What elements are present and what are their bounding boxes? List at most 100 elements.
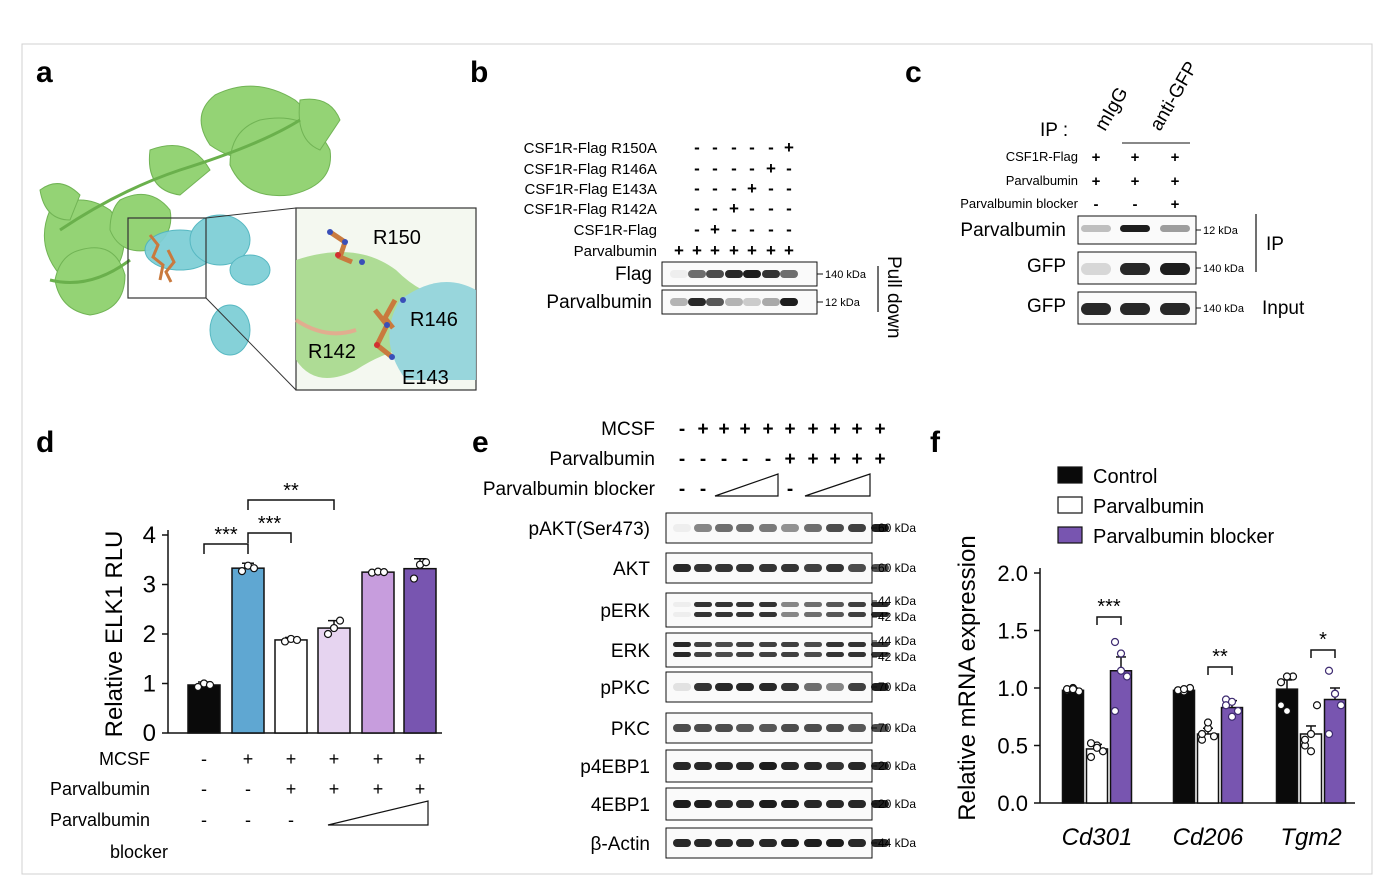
b-blot-label: Flag xyxy=(615,264,652,285)
residue-r142-label: R142 xyxy=(308,341,356,363)
e-blot-band xyxy=(715,724,733,732)
panel-b: CSF1R-Flag R150A - - - - - +CSF1R-Flag R146A - -… xyxy=(524,138,904,338)
f-data-point xyxy=(1306,729,1316,739)
e-blot-band xyxy=(781,683,799,691)
e-blot-band xyxy=(871,839,889,847)
b-kda-label: 12 kDa xyxy=(825,297,861,309)
e-blot-band xyxy=(759,839,777,847)
e-blot-band xyxy=(848,683,866,691)
e-blocker-wedge-1 xyxy=(714,473,779,497)
e-blocker-wedge-2 xyxy=(804,473,871,497)
d-y-tick-label: 2 xyxy=(143,621,156,648)
f-data-point xyxy=(1227,712,1237,721)
e-blot-band xyxy=(673,762,691,770)
e-kda-label: 44 kDa xyxy=(878,634,916,648)
e-blot-band xyxy=(848,724,866,732)
residue-e143-label: E143 xyxy=(402,367,449,389)
e-sign: + xyxy=(718,419,729,440)
e-blot-band xyxy=(694,839,712,847)
e-blot-band xyxy=(759,683,777,691)
f-data-point xyxy=(1092,743,1102,752)
d-bar xyxy=(317,627,351,734)
e-sign: - xyxy=(700,449,706,470)
d-bar xyxy=(187,684,221,734)
f-data-point xyxy=(1312,701,1322,710)
e-blot-band xyxy=(736,602,754,607)
e-blot-band xyxy=(673,524,691,532)
b-blot-band xyxy=(762,298,780,306)
e-blot-frame xyxy=(665,592,873,628)
e-blot-band xyxy=(694,724,712,732)
b-blot-band xyxy=(780,270,798,278)
e-blot-band xyxy=(781,642,799,647)
e-blot-band xyxy=(871,564,889,572)
f-data-point xyxy=(1110,637,1120,647)
e-blot-band xyxy=(715,762,733,770)
e-blot-band xyxy=(694,642,712,647)
b-sign: - xyxy=(749,138,755,157)
e-sign: + xyxy=(784,449,795,470)
b-sign: - xyxy=(712,199,718,218)
d-data-point xyxy=(379,568,389,577)
e-sign: + xyxy=(874,419,885,440)
e-blot-band xyxy=(826,642,844,647)
d-condition-label-extra: blocker xyxy=(110,842,168,862)
f-y-tick-label: 0.0 xyxy=(997,791,1028,816)
f-significance-label: ** xyxy=(1212,646,1228,668)
e-blot-band xyxy=(804,762,822,770)
f-data-point xyxy=(1282,672,1292,681)
d-condition-sign: - xyxy=(201,779,207,799)
c-sign: - xyxy=(1094,196,1099,213)
b-sign: - xyxy=(731,159,737,178)
b-condition-label: Parvalbumin xyxy=(574,243,657,260)
e-blot-band xyxy=(871,524,889,532)
f-data-point xyxy=(1122,672,1132,681)
e-sign: - xyxy=(742,449,748,470)
e-blot-label: pERK xyxy=(600,601,650,622)
e-blot-band xyxy=(804,612,822,617)
e-blot-band xyxy=(759,652,777,657)
f-data-point xyxy=(1209,732,1219,741)
b-sign: - xyxy=(712,159,718,178)
b-sign: - xyxy=(749,159,755,178)
e-blot-band xyxy=(759,612,777,617)
b-condition-label: CSF1R-Flag xyxy=(574,222,657,239)
b-blot-band xyxy=(762,270,780,278)
e-sign: + xyxy=(829,449,840,470)
b-sign: - xyxy=(731,220,737,239)
c-sign: + xyxy=(1171,149,1180,166)
c-ip-label: IP : xyxy=(1040,120,1068,141)
e-blot-band xyxy=(871,762,889,770)
f-bar xyxy=(1172,689,1196,804)
e-blot-band xyxy=(736,642,754,647)
e-blot-band xyxy=(673,839,691,847)
d-significance-bracket xyxy=(247,532,292,543)
f-significance-label: *** xyxy=(1097,596,1121,618)
e-kda-label: 60 kDa xyxy=(878,521,916,535)
d-condition-sign: + xyxy=(329,749,340,769)
d-y-tick-label: 4 xyxy=(143,522,156,549)
panel-f-letter: f xyxy=(930,426,941,459)
e-sign: - xyxy=(679,479,685,500)
b-blot-band xyxy=(688,270,706,278)
e-blot-band xyxy=(759,724,777,732)
e-condition-label: Parvalbumin blocker xyxy=(483,479,656,500)
b-sign: - xyxy=(694,179,700,198)
e-kda-label: 60 kDa xyxy=(878,561,916,575)
d-condition-sign: + xyxy=(286,749,297,769)
e-blot-band xyxy=(804,724,822,732)
d-significance-bracket xyxy=(203,543,249,554)
d-bar xyxy=(361,571,395,734)
e-blot-band xyxy=(781,800,799,808)
e-blot-band xyxy=(781,602,799,607)
d-condition-sign: + xyxy=(415,749,426,769)
e-blot-band xyxy=(826,724,844,732)
e-blot-band xyxy=(736,564,754,572)
c-condition-label: CSF1R-Flag xyxy=(1006,149,1078,164)
d-condition-sign: + xyxy=(243,749,254,769)
b-sign: + xyxy=(784,241,794,260)
b-sign: - xyxy=(749,199,755,218)
c-blot-label: GFP xyxy=(1027,256,1066,277)
e-blot-band xyxy=(715,524,733,532)
